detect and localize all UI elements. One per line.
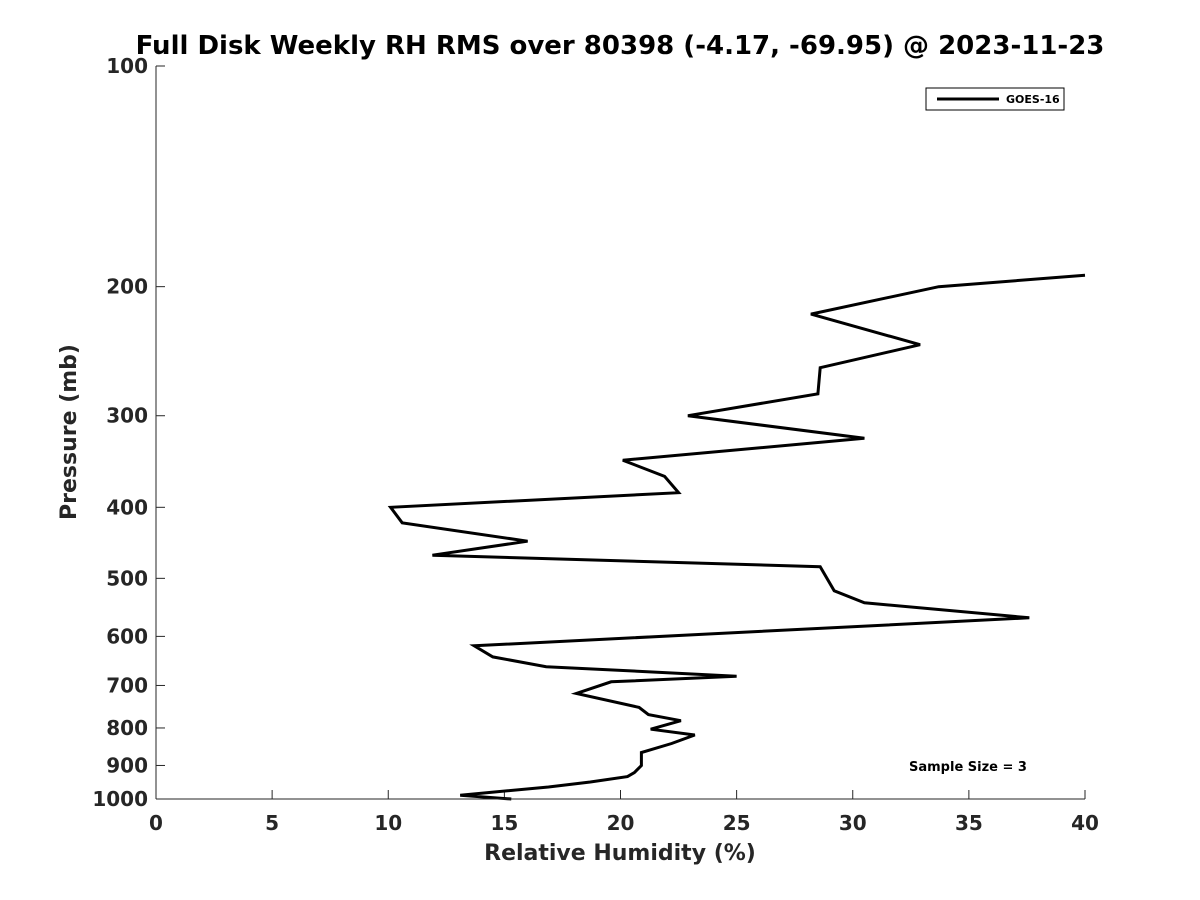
y-tick-label: 1000 (92, 787, 148, 811)
y-tick-label: 900 (106, 753, 148, 777)
x-tick-label: 5 (265, 811, 279, 835)
y-axis-label: Pressure (mb) (57, 344, 82, 520)
x-tick-label: 40 (1071, 811, 1099, 835)
y-tick-label: 800 (106, 716, 148, 740)
x-tick-label: 30 (839, 811, 867, 835)
x-tick-label: 0 (149, 811, 163, 835)
x-tick-label: 20 (607, 811, 635, 835)
x-tick-label: 35 (955, 811, 983, 835)
series-layer (387, 273, 1086, 801)
x-tick-label: 15 (490, 811, 518, 835)
x-tick-label: 25 (723, 811, 751, 835)
sample-size-annotation: Sample Size = 3 (909, 760, 1027, 775)
legend-entry-goes-16: GOES-16 (1006, 93, 1060, 106)
y-tick-label: 300 (106, 404, 148, 428)
y-tick-label: 200 (106, 275, 148, 299)
y-tick-label: 700 (106, 673, 148, 697)
axis-lines (155, 66, 1085, 800)
y-tick-label: 500 (106, 566, 148, 590)
legend: GOES-16 (925, 87, 1065, 111)
chart-title: Full Disk Weekly RH RMS over 80398 (-4.1… (136, 31, 1105, 61)
y-tick-label: 100 (106, 54, 148, 78)
y-axis: 100 200 300 400 500 600 700 800 900 1000 (92, 54, 165, 811)
plot-area (156, 66, 1085, 799)
y-tick-label: 600 (106, 624, 148, 648)
x-axis-label: Relative Humidity (%) (484, 841, 756, 866)
x-axis: 0 5 10 15 20 25 30 35 40 (149, 790, 1099, 835)
y-tick-label: 400 (106, 495, 148, 519)
x-tick-label: 10 (374, 811, 402, 835)
series-line-goes-16 (387, 273, 1086, 801)
